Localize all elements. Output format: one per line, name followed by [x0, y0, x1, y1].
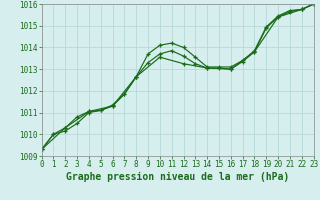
- X-axis label: Graphe pression niveau de la mer (hPa): Graphe pression niveau de la mer (hPa): [66, 172, 289, 182]
